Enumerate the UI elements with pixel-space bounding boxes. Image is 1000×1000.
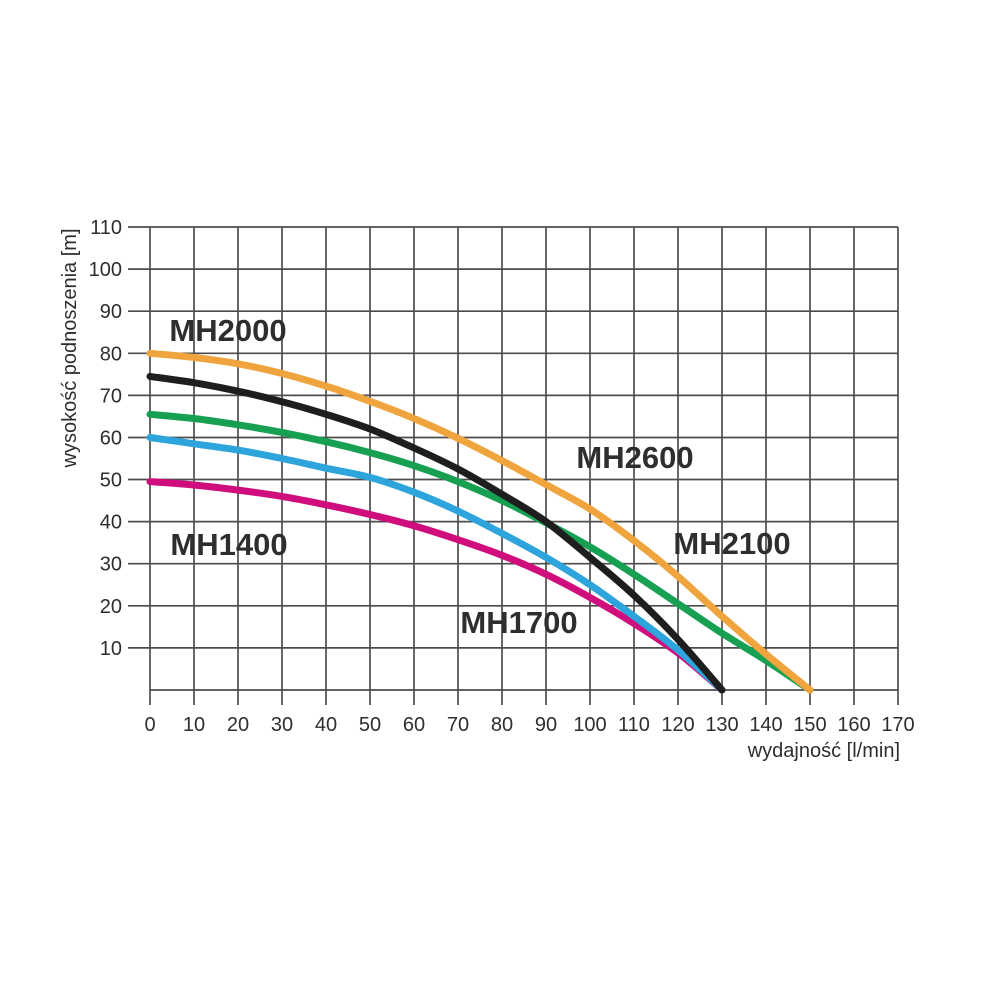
y-tick-label-90: 90 bbox=[100, 301, 122, 323]
curve-MH1400 bbox=[146, 478, 726, 694]
series-label-MH1700: MH1700 bbox=[460, 605, 577, 640]
y-tick-label-20: 20 bbox=[100, 596, 122, 618]
x-tick-label-30: 30 bbox=[271, 714, 293, 736]
series-label-MH2000: MH2000 bbox=[169, 313, 286, 348]
curve-MH2600 bbox=[146, 349, 814, 694]
x-tick-label-140: 140 bbox=[749, 714, 782, 736]
y-tick-label-50: 50 bbox=[100, 470, 122, 492]
curve-MH2100 bbox=[146, 410, 814, 694]
x-tick-label-0: 0 bbox=[144, 714, 155, 736]
x-tick-label-10: 10 bbox=[183, 714, 205, 736]
y-tick-label-30: 30 bbox=[100, 554, 122, 576]
grid-layer bbox=[128, 226, 899, 705]
tick-label-layer: 0 10 20 30 40 50 60 70 80 90 100 110 120 130 140 150 160… bbox=[89, 217, 915, 736]
y-tick-label-100: 100 bbox=[89, 259, 122, 281]
x-tick-label-60: 60 bbox=[403, 714, 425, 736]
series-label-layer: MH1400 MH1700 MH2100 MH2600 MH2000 bbox=[169, 313, 790, 640]
curve-layer bbox=[146, 349, 814, 694]
x-tick-label-80: 80 bbox=[491, 714, 513, 736]
y-tick-label-60: 60 bbox=[100, 428, 122, 450]
x-tick-label-100: 100 bbox=[573, 714, 606, 736]
x-tick-label-110: 110 bbox=[618, 714, 650, 736]
y-tick-label-80: 80 bbox=[100, 343, 122, 365]
x-axis-title: wydajność [l/min] bbox=[747, 740, 900, 762]
series-label-MH2100: MH2100 bbox=[673, 526, 790, 561]
x-tick-label-130: 130 bbox=[705, 714, 738, 736]
x-tick-label-40: 40 bbox=[315, 714, 337, 736]
series-label-MH1400: MH1400 bbox=[170, 527, 287, 562]
series-label-MH2600: MH2600 bbox=[576, 440, 693, 475]
x-tick-label-70: 70 bbox=[447, 714, 469, 736]
curve-MH2000 bbox=[146, 372, 726, 694]
x-tick-label-170: 170 bbox=[881, 714, 914, 736]
x-tick-label-20: 20 bbox=[227, 714, 249, 736]
x-tick-label-120: 120 bbox=[661, 714, 694, 736]
y-axis-title: wysokość podnoszenia [m] bbox=[59, 228, 81, 468]
y-tick-label-10: 10 bbox=[100, 638, 122, 660]
y-tick-label-40: 40 bbox=[100, 512, 122, 534]
y-tick-label-110: 110 bbox=[90, 217, 122, 239]
x-tick-label-90: 90 bbox=[535, 714, 557, 736]
x-tick-label-50: 50 bbox=[359, 714, 381, 736]
x-tick-label-160: 160 bbox=[837, 714, 870, 736]
x-tick-label-150: 150 bbox=[793, 714, 826, 736]
y-tick-label-70: 70 bbox=[100, 385, 122, 407]
curve-MH1700 bbox=[146, 434, 726, 694]
